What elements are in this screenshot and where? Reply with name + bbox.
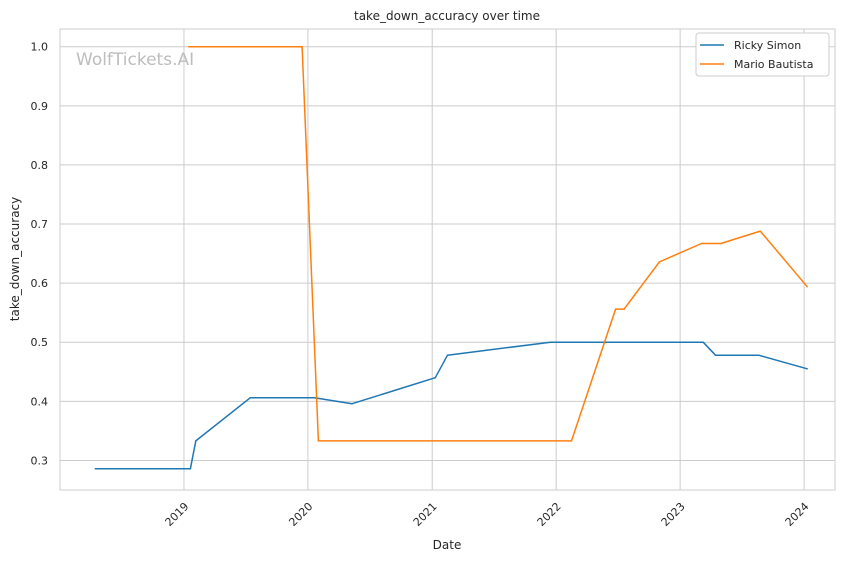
y-tick-label: 0.7 <box>31 218 49 231</box>
data-point-mario-bautista <box>187 45 190 48</box>
data-point-ricky-simon <box>714 354 717 356</box>
legend-label-mario-bautista: Mario Bautista <box>734 58 813 71</box>
y-tick-label: 0.3 <box>31 454 49 467</box>
data-point-mario-bautista <box>700 242 703 245</box>
data-point-mario-bautista <box>623 308 625 310</box>
legend: Ricky Simon Mario Bautista <box>695 32 830 77</box>
legend-label-ricky-simon: Ricky Simon <box>734 39 801 52</box>
y-tick-label: 0.4 <box>31 395 49 408</box>
x-axis-label: Date <box>433 538 462 552</box>
data-point-ricky-simon <box>249 397 251 399</box>
data-point-ricky-simon <box>549 341 552 343</box>
data-point-ricky-simon <box>351 402 353 405</box>
grid <box>60 29 835 490</box>
y-tick-label: 0.9 <box>31 100 49 113</box>
series-line-ricky-simon <box>95 341 808 470</box>
x-tick-label: 2022 <box>535 500 564 529</box>
data-point-mario-bautista <box>720 242 722 245</box>
data-point-mario-bautista <box>301 45 303 48</box>
data-point-ricky-simon <box>94 467 97 470</box>
data-point-ricky-simon <box>806 368 808 370</box>
plot-frame <box>59 28 836 491</box>
series-lines <box>94 45 808 470</box>
data-point-mario-bautista <box>317 440 320 442</box>
y-tick-label: 0.8 <box>31 159 49 172</box>
data-point-ricky-simon <box>195 440 197 442</box>
data-point-mario-bautista <box>614 308 617 310</box>
y-axis-label: take_down_accuracy <box>8 197 22 321</box>
data-point-ricky-simon <box>313 397 316 399</box>
data-point-ricky-simon <box>757 354 760 356</box>
data-point-mario-bautista <box>570 440 573 442</box>
x-tick-label: 2021 <box>411 500 440 529</box>
x-tick-labels: 2019 2020 2021 2022 2023 2024 <box>163 500 812 529</box>
data-point-ricky-simon <box>434 376 437 379</box>
x-tick-label: 2023 <box>659 500 688 529</box>
data-point-mario-bautista <box>759 230 762 232</box>
y-tick-label: 0.6 <box>31 277 49 290</box>
data-point-ricky-simon <box>189 467 192 470</box>
data-point-ricky-simon <box>446 354 449 356</box>
data-point-mario-bautista <box>806 285 808 288</box>
x-tick-label: 2020 <box>286 500 315 529</box>
y-tick-label: 0.5 <box>31 336 49 349</box>
data-point-mario-bautista <box>658 261 661 263</box>
data-point-ricky-simon <box>702 341 704 343</box>
y-tick-labels: 0.3 0.4 0.5 0.6 0.7 0.8 0.9 1.0 <box>31 41 49 468</box>
watermark: WolfTickets.AI <box>76 50 194 70</box>
x-tick-label: 2024 <box>783 500 812 529</box>
y-tick-label: 1.0 <box>31 41 49 54</box>
x-tick-label: 2019 <box>163 500 192 529</box>
legend-box <box>695 32 830 77</box>
chart-title: take_down_accuracy over time <box>354 9 540 23</box>
